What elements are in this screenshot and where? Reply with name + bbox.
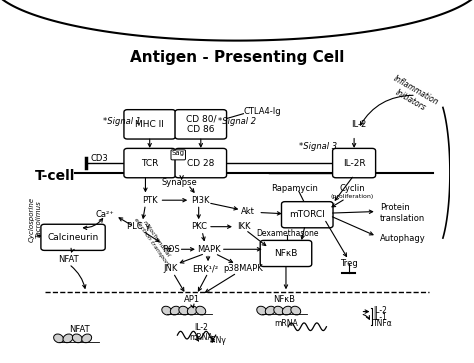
Text: Treg: Treg [340, 259, 357, 268]
FancyBboxPatch shape [124, 148, 175, 178]
Ellipse shape [54, 334, 64, 343]
FancyBboxPatch shape [175, 110, 227, 139]
Text: IL-1: IL-1 [373, 313, 387, 322]
Text: Synapse: Synapse [162, 178, 197, 187]
Text: IL-2: IL-2 [351, 120, 366, 129]
Text: *Signal 1: *Signal 1 [103, 117, 141, 126]
Text: mRNA: mRNA [274, 319, 298, 328]
Ellipse shape [82, 334, 91, 343]
Text: NFAT: NFAT [69, 325, 90, 334]
Text: Akt: Akt [241, 207, 255, 216]
Text: IL-2
mRNA: IL-2 mRNA [189, 323, 213, 342]
Ellipse shape [274, 306, 283, 315]
Text: Ca²⁺: Ca²⁺ [96, 210, 114, 219]
Text: mitochondrial
electron transport: mitochondrial electron transport [133, 214, 175, 267]
Text: CD 28: CD 28 [187, 159, 215, 168]
Ellipse shape [283, 306, 292, 315]
FancyBboxPatch shape [333, 148, 375, 178]
Text: *Signal 3: *Signal 3 [299, 142, 337, 151]
Text: MHC II: MHC II [135, 120, 164, 129]
Text: Autophagy: Autophagy [380, 234, 425, 243]
Text: NFκB: NFκB [274, 249, 298, 258]
FancyBboxPatch shape [124, 110, 175, 139]
Text: AP1: AP1 [184, 295, 201, 304]
Text: T-cell: T-cell [35, 169, 75, 183]
Text: IL-2R: IL-2R [343, 159, 365, 168]
FancyBboxPatch shape [171, 150, 185, 160]
Text: JNK: JNK [164, 264, 178, 273]
Text: Calcineurin: Calcineurin [47, 233, 99, 242]
Text: MAPK: MAPK [198, 245, 221, 254]
Text: TNFα: TNFα [373, 319, 393, 328]
Text: CD3: CD3 [90, 154, 108, 163]
Text: PKC: PKC [191, 222, 207, 231]
Text: Sag: Sag [172, 150, 185, 156]
Text: (proliferation): (proliferation) [330, 194, 374, 199]
Text: p38MAPK: p38MAPK [224, 264, 263, 273]
Text: Cyclosporine
Tacrolimus: Cyclosporine Tacrolimus [28, 197, 41, 242]
Ellipse shape [179, 306, 189, 315]
Ellipse shape [63, 334, 73, 343]
Text: mTORCI: mTORCI [290, 210, 325, 219]
Ellipse shape [170, 306, 180, 315]
Ellipse shape [265, 306, 275, 315]
Text: NFκB: NFκB [273, 295, 295, 304]
Text: Antigen - Presenting Cell: Antigen - Presenting Cell [130, 50, 344, 65]
Text: *Signal 2: *Signal 2 [218, 117, 256, 126]
Ellipse shape [187, 306, 197, 315]
Text: ROS: ROS [162, 245, 180, 254]
Text: CD 80/
CD 86: CD 80/ CD 86 [185, 115, 216, 134]
FancyBboxPatch shape [41, 224, 105, 250]
Text: Inflammation
Initiators: Inflammation Initiators [387, 74, 440, 116]
Text: IKK: IKK [237, 222, 250, 231]
Text: PTK: PTK [142, 196, 157, 205]
Text: PI3K: PI3K [191, 196, 210, 205]
Text: Dexamethasone: Dexamethasone [256, 229, 319, 238]
FancyBboxPatch shape [282, 202, 333, 228]
Text: ERK¹/²: ERK¹/² [192, 264, 218, 273]
Ellipse shape [162, 306, 172, 315]
FancyBboxPatch shape [260, 240, 312, 266]
Text: NFAT: NFAT [58, 256, 79, 264]
Text: IL-2: IL-2 [373, 306, 387, 315]
Text: TCR: TCR [141, 159, 158, 168]
Ellipse shape [73, 334, 82, 343]
Ellipse shape [257, 306, 267, 315]
Text: Cyclin: Cyclin [339, 184, 365, 193]
Text: PLC γ: PLC γ [128, 222, 151, 231]
Text: Rapamycin: Rapamycin [271, 184, 318, 193]
Text: CTLA4-Ig: CTLA4-Ig [243, 107, 281, 116]
Text: IFNγ: IFNγ [210, 336, 226, 345]
Ellipse shape [196, 306, 206, 315]
Ellipse shape [291, 306, 301, 315]
FancyBboxPatch shape [175, 148, 227, 178]
Text: Protein
translation: Protein translation [380, 203, 425, 223]
